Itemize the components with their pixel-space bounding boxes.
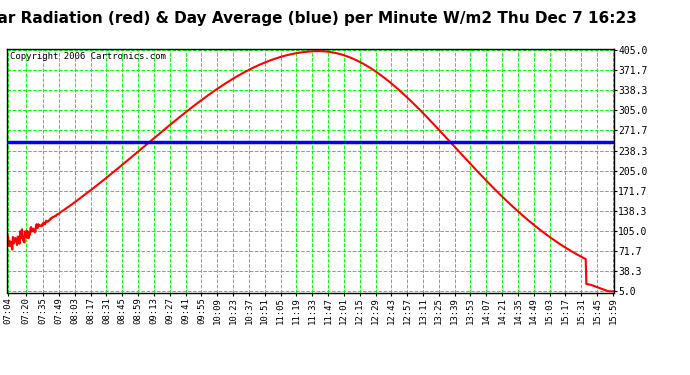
Text: Solar Radiation (red) & Day Average (blue) per Minute W/m2 Thu Dec 7 16:23: Solar Radiation (red) & Day Average (blu… bbox=[0, 11, 637, 26]
Text: Copyright 2006 Cartronics.com: Copyright 2006 Cartronics.com bbox=[10, 53, 166, 62]
